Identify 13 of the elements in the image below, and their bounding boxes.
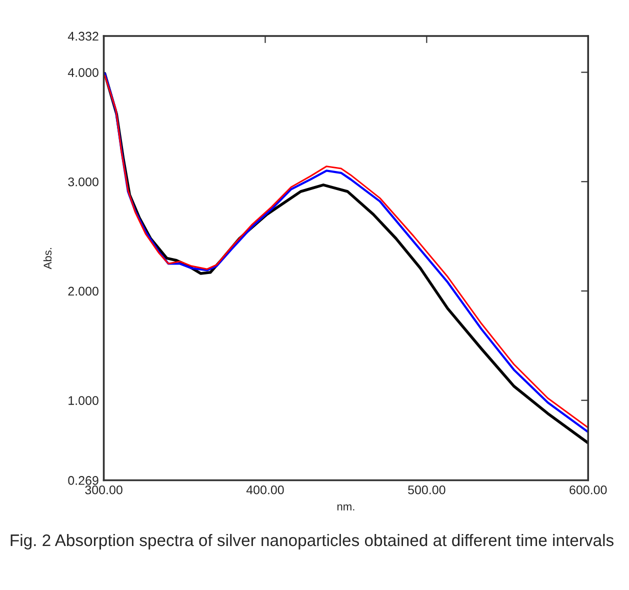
y-tick-label: 4.332 [68,32,98,41]
x-tick-label: 500.00 [408,485,446,494]
x-axis-title: nm. [337,504,354,510]
y-tick-label: 2.000 [68,286,98,296]
y-tick-label: 4.000 [68,68,98,77]
x-tick-label: 600.00 [570,485,607,494]
y-tick-label: 0.269 [68,476,98,485]
y-axis-title: Abs. [43,248,52,270]
caption: Fig. 2 Absorption spectra of silver nanoparticles obtained at different time intervals [10,534,614,550]
x-tick-label: 400.00 [246,485,284,494]
y-tick-label: 3.000 [68,177,98,186]
y-tick-label: 1.000 [68,396,98,405]
x-tick-label: 300.00 [85,485,122,494]
